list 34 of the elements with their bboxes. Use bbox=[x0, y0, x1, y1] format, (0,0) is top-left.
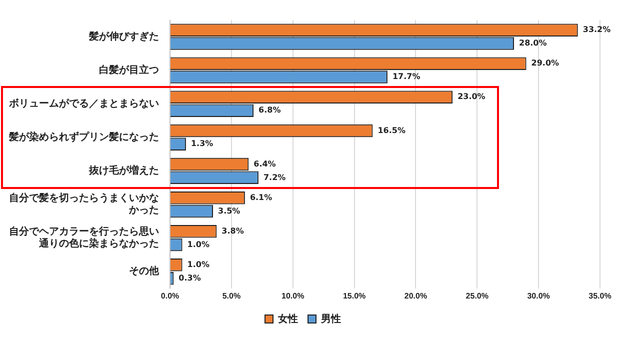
legend-label: 女性 bbox=[277, 312, 298, 325]
y-tick-label: ボリュームがでる／まとまらない bbox=[8, 97, 159, 110]
data-label: 6.8% bbox=[258, 106, 281, 115]
y-tick-label: 髪が伸びすぎた bbox=[88, 30, 159, 42]
x-tick-label: 20.0% bbox=[404, 291, 428, 300]
data-label: 23.0% bbox=[458, 92, 486, 102]
x-tick-label: 15.0% bbox=[342, 291, 366, 300]
x-tick-label: 0.0% bbox=[160, 291, 180, 300]
data-label: 3.5% bbox=[218, 206, 240, 216]
data-label: 1.3% bbox=[190, 139, 214, 148]
data-label: 3.8% bbox=[222, 226, 244, 236]
data-label: 6.1% bbox=[250, 192, 272, 202]
data-label: 0.3% bbox=[178, 273, 201, 282]
y-tick-label: 自分で髪を切ったらうまくいかなかった bbox=[9, 192, 159, 216]
y-tick-label: 髪が染められずプリン髪になった bbox=[8, 131, 159, 144]
x-tick-label: 30.0% bbox=[527, 291, 550, 300]
x-tick-label: 35.0% bbox=[588, 291, 612, 300]
x-tick-label: 25.0% bbox=[466, 291, 488, 300]
y-tick-label: 抜け毛が増えた bbox=[88, 164, 159, 177]
y-tick-label: 自分でヘアカラーを行ったら思い通りの色に染まらなかった bbox=[9, 226, 159, 250]
y-tick-label: 白髪が目立つ bbox=[99, 64, 159, 76]
data-label: 16.5% bbox=[378, 126, 406, 135]
data-label: 6.4% bbox=[254, 159, 276, 168]
data-label: 7.2% bbox=[263, 172, 286, 182]
y-tick-label: その他 bbox=[129, 265, 160, 278]
legend-label: 男性 bbox=[320, 312, 341, 325]
data-label: 29.0% bbox=[531, 58, 560, 68]
data-label: 17.7% bbox=[392, 72, 420, 82]
data-label: 1.0% bbox=[187, 260, 210, 269]
x-tick-label: 10.0% bbox=[282, 291, 304, 300]
data-label: 1.0% bbox=[187, 240, 210, 249]
data-label: 33.2% bbox=[582, 25, 611, 34]
data-label: 28.0% bbox=[519, 38, 547, 48]
x-tick-label: 5.0% bbox=[222, 291, 241, 300]
